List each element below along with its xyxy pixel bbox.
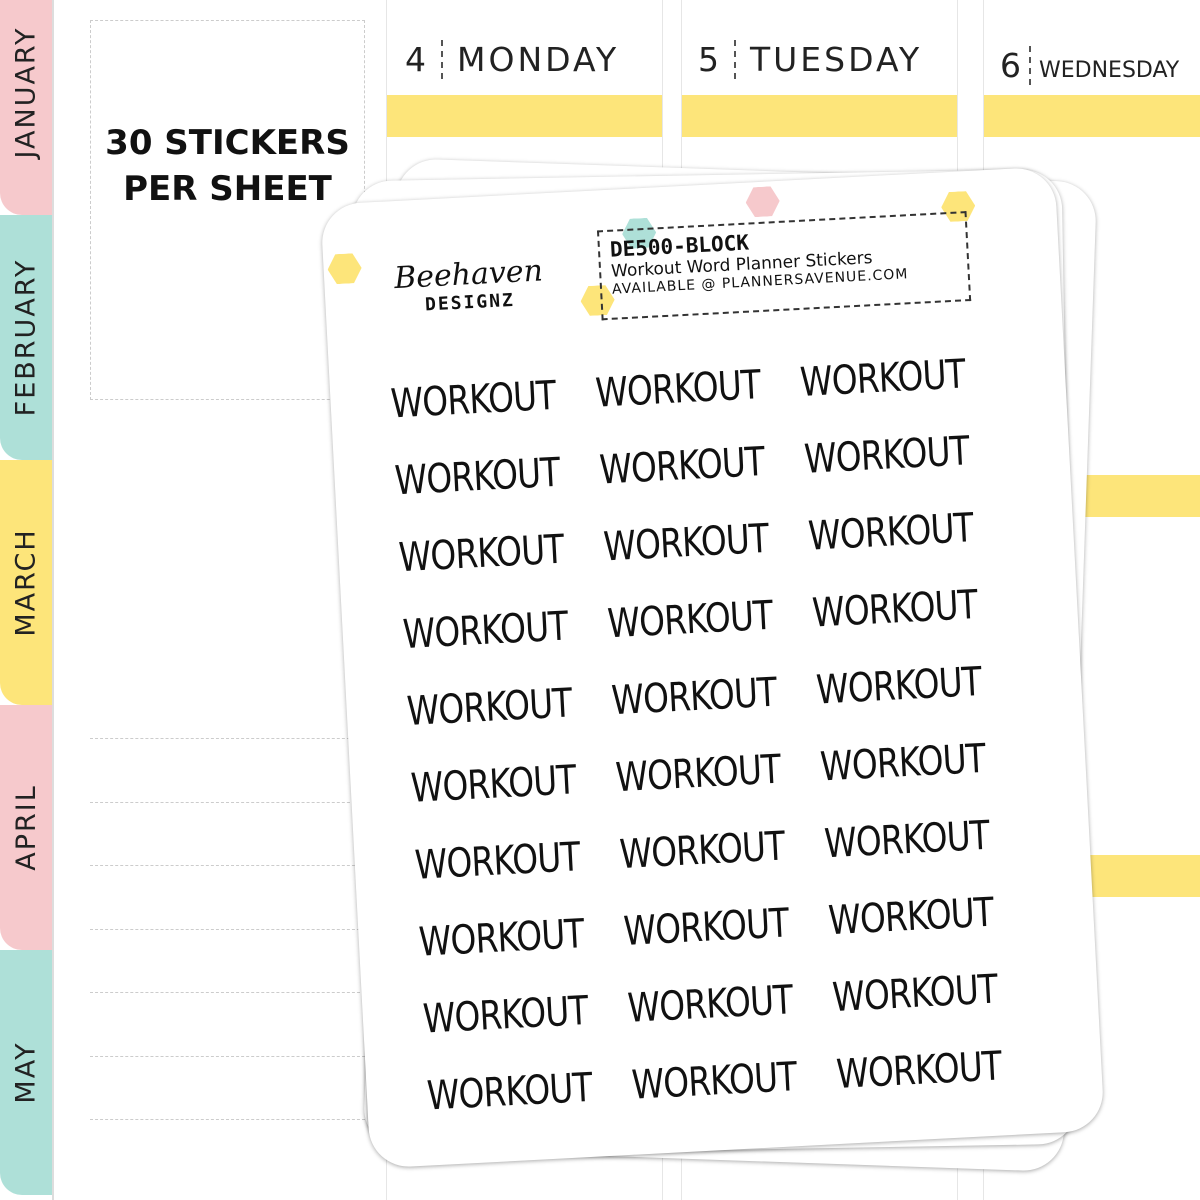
sticker-workout: WORKOUT <box>626 977 794 1032</box>
sticker-workout: WORKOUT <box>835 1043 1003 1099</box>
tab-divider <box>52 0 54 1200</box>
sticker-workout: WORKOUT <box>630 1054 798 1109</box>
note-line <box>90 738 365 739</box>
sticker-workout: WORKOUT <box>831 966 999 1022</box>
sticker-sheet: Beehaven DESIGNZ DE500-BLOCK Workout Word… <box>320 166 1105 1169</box>
sticker-workout: WORKOUT <box>618 823 786 879</box>
highlight-bar <box>682 95 957 137</box>
month-tab-april[interactable]: APRIL <box>0 705 52 950</box>
day-header-monday: 4 MONDAY <box>405 40 620 79</box>
month-tab-label: FEBRUARY <box>10 258 42 417</box>
sticker-workout: WORKOUT <box>401 603 569 659</box>
highlight-bar <box>387 95 662 137</box>
sticker-workout: WORKOUT <box>393 449 561 505</box>
sticker-workout: WORKOUT <box>409 757 577 812</box>
sticker-workout: WORKOUT <box>421 988 589 1043</box>
product-label: DE500-BLOCK Workout Word Planner Sticker… <box>596 211 972 321</box>
sticker-workout: WORKOUT <box>389 372 557 428</box>
sticker-workout: WORKOUT <box>397 526 565 582</box>
note-line <box>90 1055 365 1057</box>
sticker-workout: WORKOUT <box>803 428 971 483</box>
month-tab-label: MARCH <box>10 528 42 637</box>
sticker-workout: WORKOUT <box>823 812 991 868</box>
sticker-workout: WORKOUT <box>815 658 983 714</box>
note-line <box>90 801 365 803</box>
month-tab-march[interactable]: MARCH <box>0 460 52 705</box>
month-tab-february[interactable]: FEBRUARY <box>0 215 52 460</box>
sticker-workout: WORKOUT <box>405 680 573 736</box>
sticker-workout: WORKOUT <box>827 889 995 945</box>
note-line <box>90 992 365 993</box>
note-line <box>90 1119 365 1120</box>
month-tab-may[interactable]: MAY <box>0 950 52 1195</box>
sticker-workout: WORKOUT <box>594 362 762 417</box>
day-header-tuesday: 5 TUESDAY <box>698 40 923 79</box>
sticker-workout: WORKOUT <box>413 834 581 889</box>
sticker-workout: WORKOUT <box>622 900 790 955</box>
sticker-workout: WORKOUT <box>425 1064 593 1120</box>
sticker-workout: WORKOUT <box>811 582 979 637</box>
sticker-workout: WORKOUT <box>799 351 967 406</box>
month-tab-january[interactable]: JANUARY <box>0 0 52 215</box>
sticker-workout: WORKOUT <box>417 911 585 966</box>
note-line <box>90 865 365 866</box>
sticker-workout: WORKOUT <box>614 746 782 802</box>
promo-line-1: 30 STICKERS <box>105 123 350 163</box>
brand-logo: Beehaven DESIGNZ <box>393 253 544 316</box>
sticker-workout: WORKOUT <box>602 515 770 571</box>
highlight-bar <box>984 95 1200 137</box>
month-tab-label: APRIL <box>10 784 42 871</box>
sticker-workout: WORKOUT <box>819 735 987 791</box>
sticker-workout: WORKOUT <box>606 592 774 648</box>
sticker-workout: WORKOUT <box>598 439 766 494</box>
month-tab-label: MAY <box>10 1041 42 1104</box>
stickers-per-sheet-text: 30 STICKERS PER SHEET <box>90 120 365 212</box>
promo-line-2: PER SHEET <box>123 169 332 209</box>
month-tab-label: JANUARY <box>10 26 42 159</box>
note-line <box>90 928 365 930</box>
day-header-wednesday: 6 WEDNESDAY <box>1000 46 1180 85</box>
sticker-workout: WORKOUT <box>807 505 975 560</box>
sticker-workout: WORKOUT <box>610 669 778 725</box>
